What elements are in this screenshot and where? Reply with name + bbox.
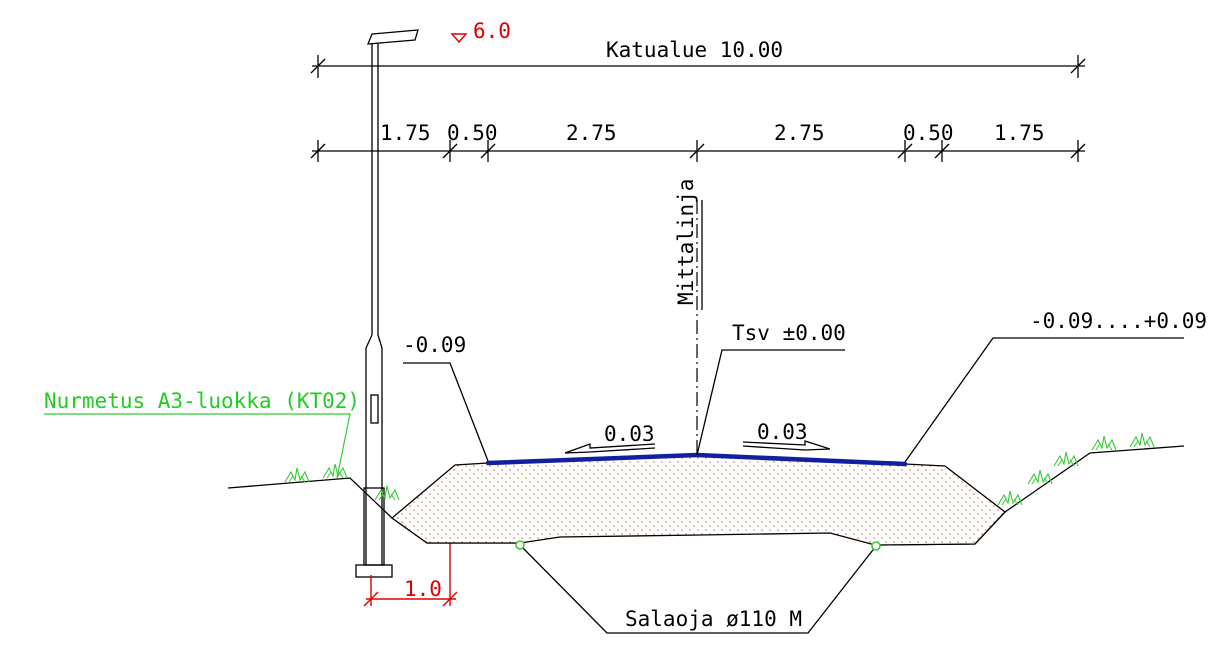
right-slope-label: 0.03 [757,420,808,444]
left-slope-arrow: 0.03 [564,422,656,454]
right-level-label: -0.09....+0.09 [1030,309,1207,333]
lamp-height-marker: 6.0 [450,19,511,44]
left-drain-pipe [515,540,525,550]
dim-right-curb: 0.50 [903,121,954,145]
crown-level-leader: Tsv ±0.00 [696,321,846,456]
dim-left-lane: 2.75 [566,121,617,145]
right-level-leader: -0.09....+0.09 [904,309,1207,463]
centerline-label: Mittalinja [674,179,698,305]
total-width-label: Katualue 10.00 [606,38,783,62]
lane-dimensions: 1.75 0.50 2.75 2.75 0.50 1.75 [310,121,1086,162]
lamp-height-label: 6.0 [473,19,511,43]
left-level-label: -0.09 [403,333,466,357]
drain-label: Salaoja ø110 M [625,607,802,631]
dim-right-lane: 2.75 [774,121,825,145]
turfing-annotation: Nurmetus A3-luokka (KT02) [44,389,360,479]
dim-right-sidewalk: 1.75 [994,121,1045,145]
centerline: Mittalinja [674,179,703,455]
right-slope-arrow: 0.03 [742,420,831,451]
left-level-leader: -0.09 [403,333,489,462]
total-width-dimension: Katualue 10.00 [310,38,1086,78]
lamp-offset-label: 1.0 [404,577,442,601]
drain-trench: Salaoja ø110 M [515,540,881,634]
turfing-label: Nurmetus A3-luokka (KT02) [44,389,360,413]
dim-left-sidewalk: 1.75 [380,121,431,145]
left-slope-label: 0.03 [604,422,655,446]
road-structure [390,452,1006,546]
right-drain-pipe [871,541,881,551]
crown-level-label: Tsv ±0.00 [732,321,846,345]
street-lamp [355,29,419,578]
dim-left-curb: 0.50 [447,121,498,145]
